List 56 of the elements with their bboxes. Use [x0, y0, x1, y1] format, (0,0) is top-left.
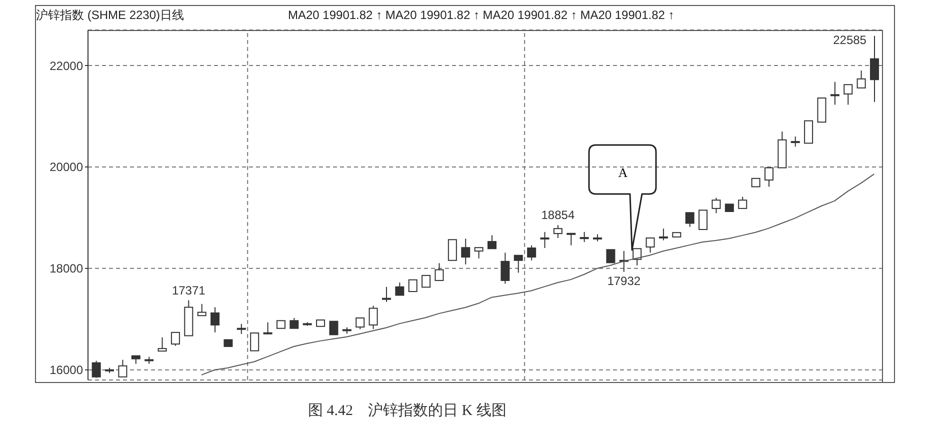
candlestick — [514, 254, 523, 274]
annotation: A — [617, 165, 629, 181]
candlestick — [632, 248, 642, 266]
candlestick — [685, 212, 694, 228]
candlestick — [790, 136, 800, 148]
candlestick — [448, 239, 457, 261]
candlestick — [712, 197, 721, 214]
candlestick — [290, 317, 299, 329]
candlestick — [527, 244, 536, 261]
candlestick — [580, 231, 589, 243]
y-tick-label: 22000 — [50, 58, 84, 73]
candlestick — [764, 167, 774, 188]
text: MA20 19901.82 ↑ MA20 19901.82 ↑ MA20 19901.82 ↑ MA20 19901.82 ↑ — [288, 8, 674, 22]
candlestick — [870, 35, 879, 102]
candlestick — [474, 247, 484, 259]
candlestick — [658, 228, 668, 241]
candlestick — [566, 232, 576, 246]
text: 17932 — [607, 274, 641, 288]
candlestick — [540, 231, 550, 249]
candlestick — [830, 81, 840, 106]
y-tick-label: 20000 — [50, 160, 84, 174]
candlestick — [553, 224, 562, 238]
candlestick — [434, 262, 444, 281]
candlestick — [408, 279, 418, 292]
candlestick — [606, 249, 616, 264]
candlestick — [382, 286, 391, 302]
candlestick — [646, 237, 655, 254]
candlestick — [118, 359, 128, 378]
candlestick — [92, 360, 101, 378]
candlestick — [804, 120, 814, 144]
candlestick — [210, 306, 220, 333]
candlestick — [329, 320, 338, 336]
candlestick — [263, 322, 272, 335]
candlestick — [368, 305, 378, 330]
y-tick-label: 18000 — [50, 262, 84, 276]
candlestick — [422, 274, 431, 288]
candlestick — [461, 238, 470, 265]
candlestick — [250, 332, 260, 352]
chart-title: 沪锌指数 (SHME 2230)日线 — [36, 7, 184, 24]
candlestick — [197, 303, 206, 316]
candlestick — [395, 282, 404, 296]
candlestick — [488, 234, 496, 250]
text: 18854 — [541, 208, 575, 222]
candlestick — [844, 84, 853, 106]
candlestick — [856, 70, 866, 88]
candlestick — [158, 336, 167, 352]
candlestick — [236, 323, 246, 334]
caption: 图 4.42 沪锌指数的日 K 线图 — [308, 401, 506, 420]
text: 17371 — [172, 283, 206, 298]
candlestick — [738, 196, 748, 209]
candlestick — [170, 332, 180, 346]
candlestick — [356, 317, 365, 330]
candlestick — [698, 210, 708, 230]
candlestick — [500, 252, 510, 284]
y-tick-label: 16000 — [50, 363, 84, 378]
text: 22585 — [833, 32, 866, 47]
